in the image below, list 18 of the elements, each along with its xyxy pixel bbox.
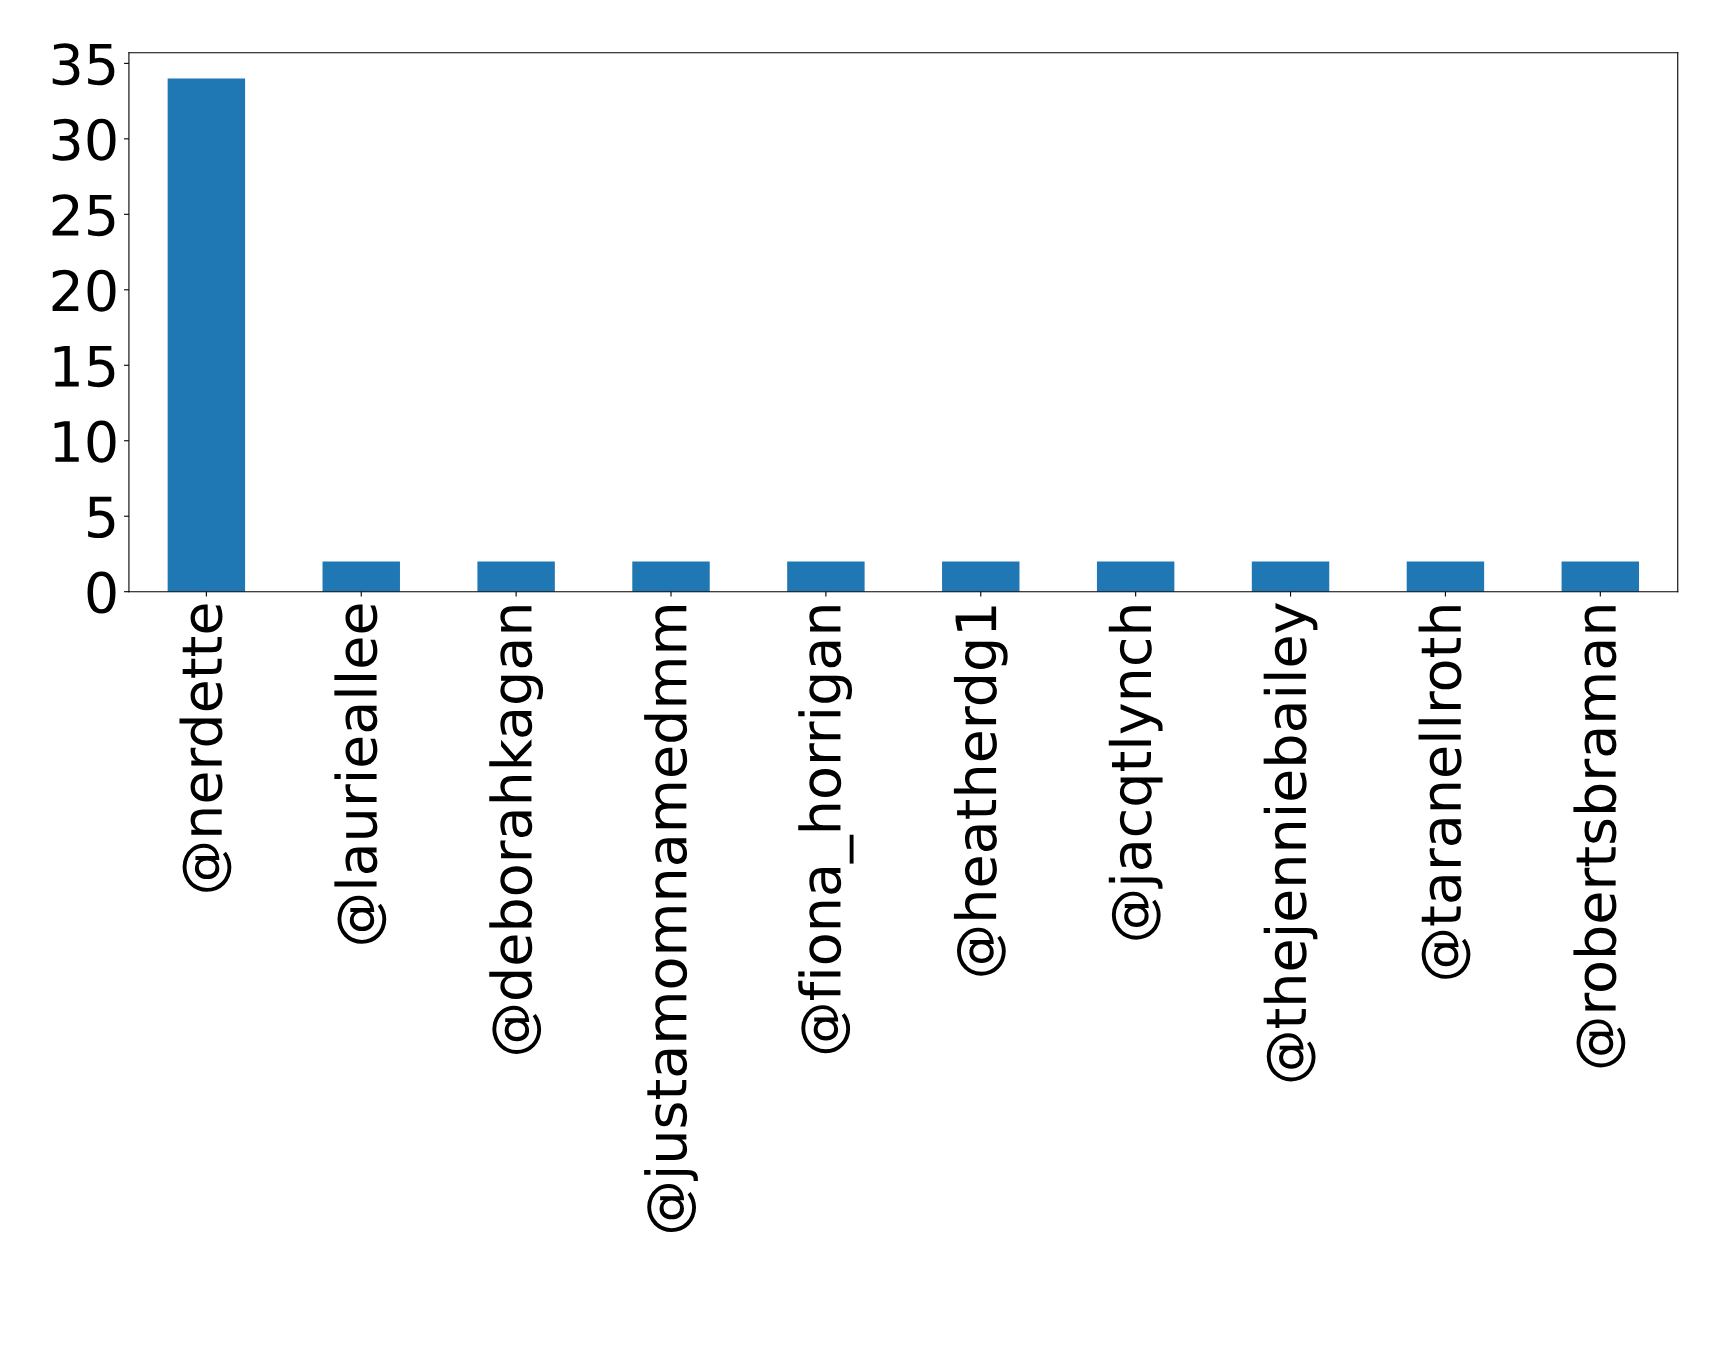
y-tick-label: 10 <box>54 420 116 463</box>
x-tick-label: @thejenniebailey <box>1263 603 1318 1082</box>
y-tick-label: 25 <box>52 194 115 237</box>
y-tick-label: 15 <box>54 345 115 388</box>
y-tick-label: 20 <box>52 269 116 312</box>
x-tick-label: @nerdette <box>179 604 232 892</box>
x-tick-label: @taranellroth <box>1418 606 1471 979</box>
y-tick-label: 35 <box>52 43 115 86</box>
y-tick-label: 0 <box>87 571 116 614</box>
x-tick-label: @robertsbraman <box>1573 606 1626 1068</box>
x-tick-label: @deborahkagan <box>489 606 544 1054</box>
x-tick-label: @heatherdg1 <box>953 606 1008 976</box>
x-tick-label: @fiona_horrigan <box>798 606 854 1054</box>
x-tick-label: @justamomnamedmm <box>644 606 698 1232</box>
y-tick-label: 5 <box>88 496 115 539</box>
y-tick-label: 30 <box>52 118 116 161</box>
x-tick-label: @laurieallee <box>334 604 387 944</box>
x-tick-label: @jacqtlynch <box>1108 606 1163 940</box>
